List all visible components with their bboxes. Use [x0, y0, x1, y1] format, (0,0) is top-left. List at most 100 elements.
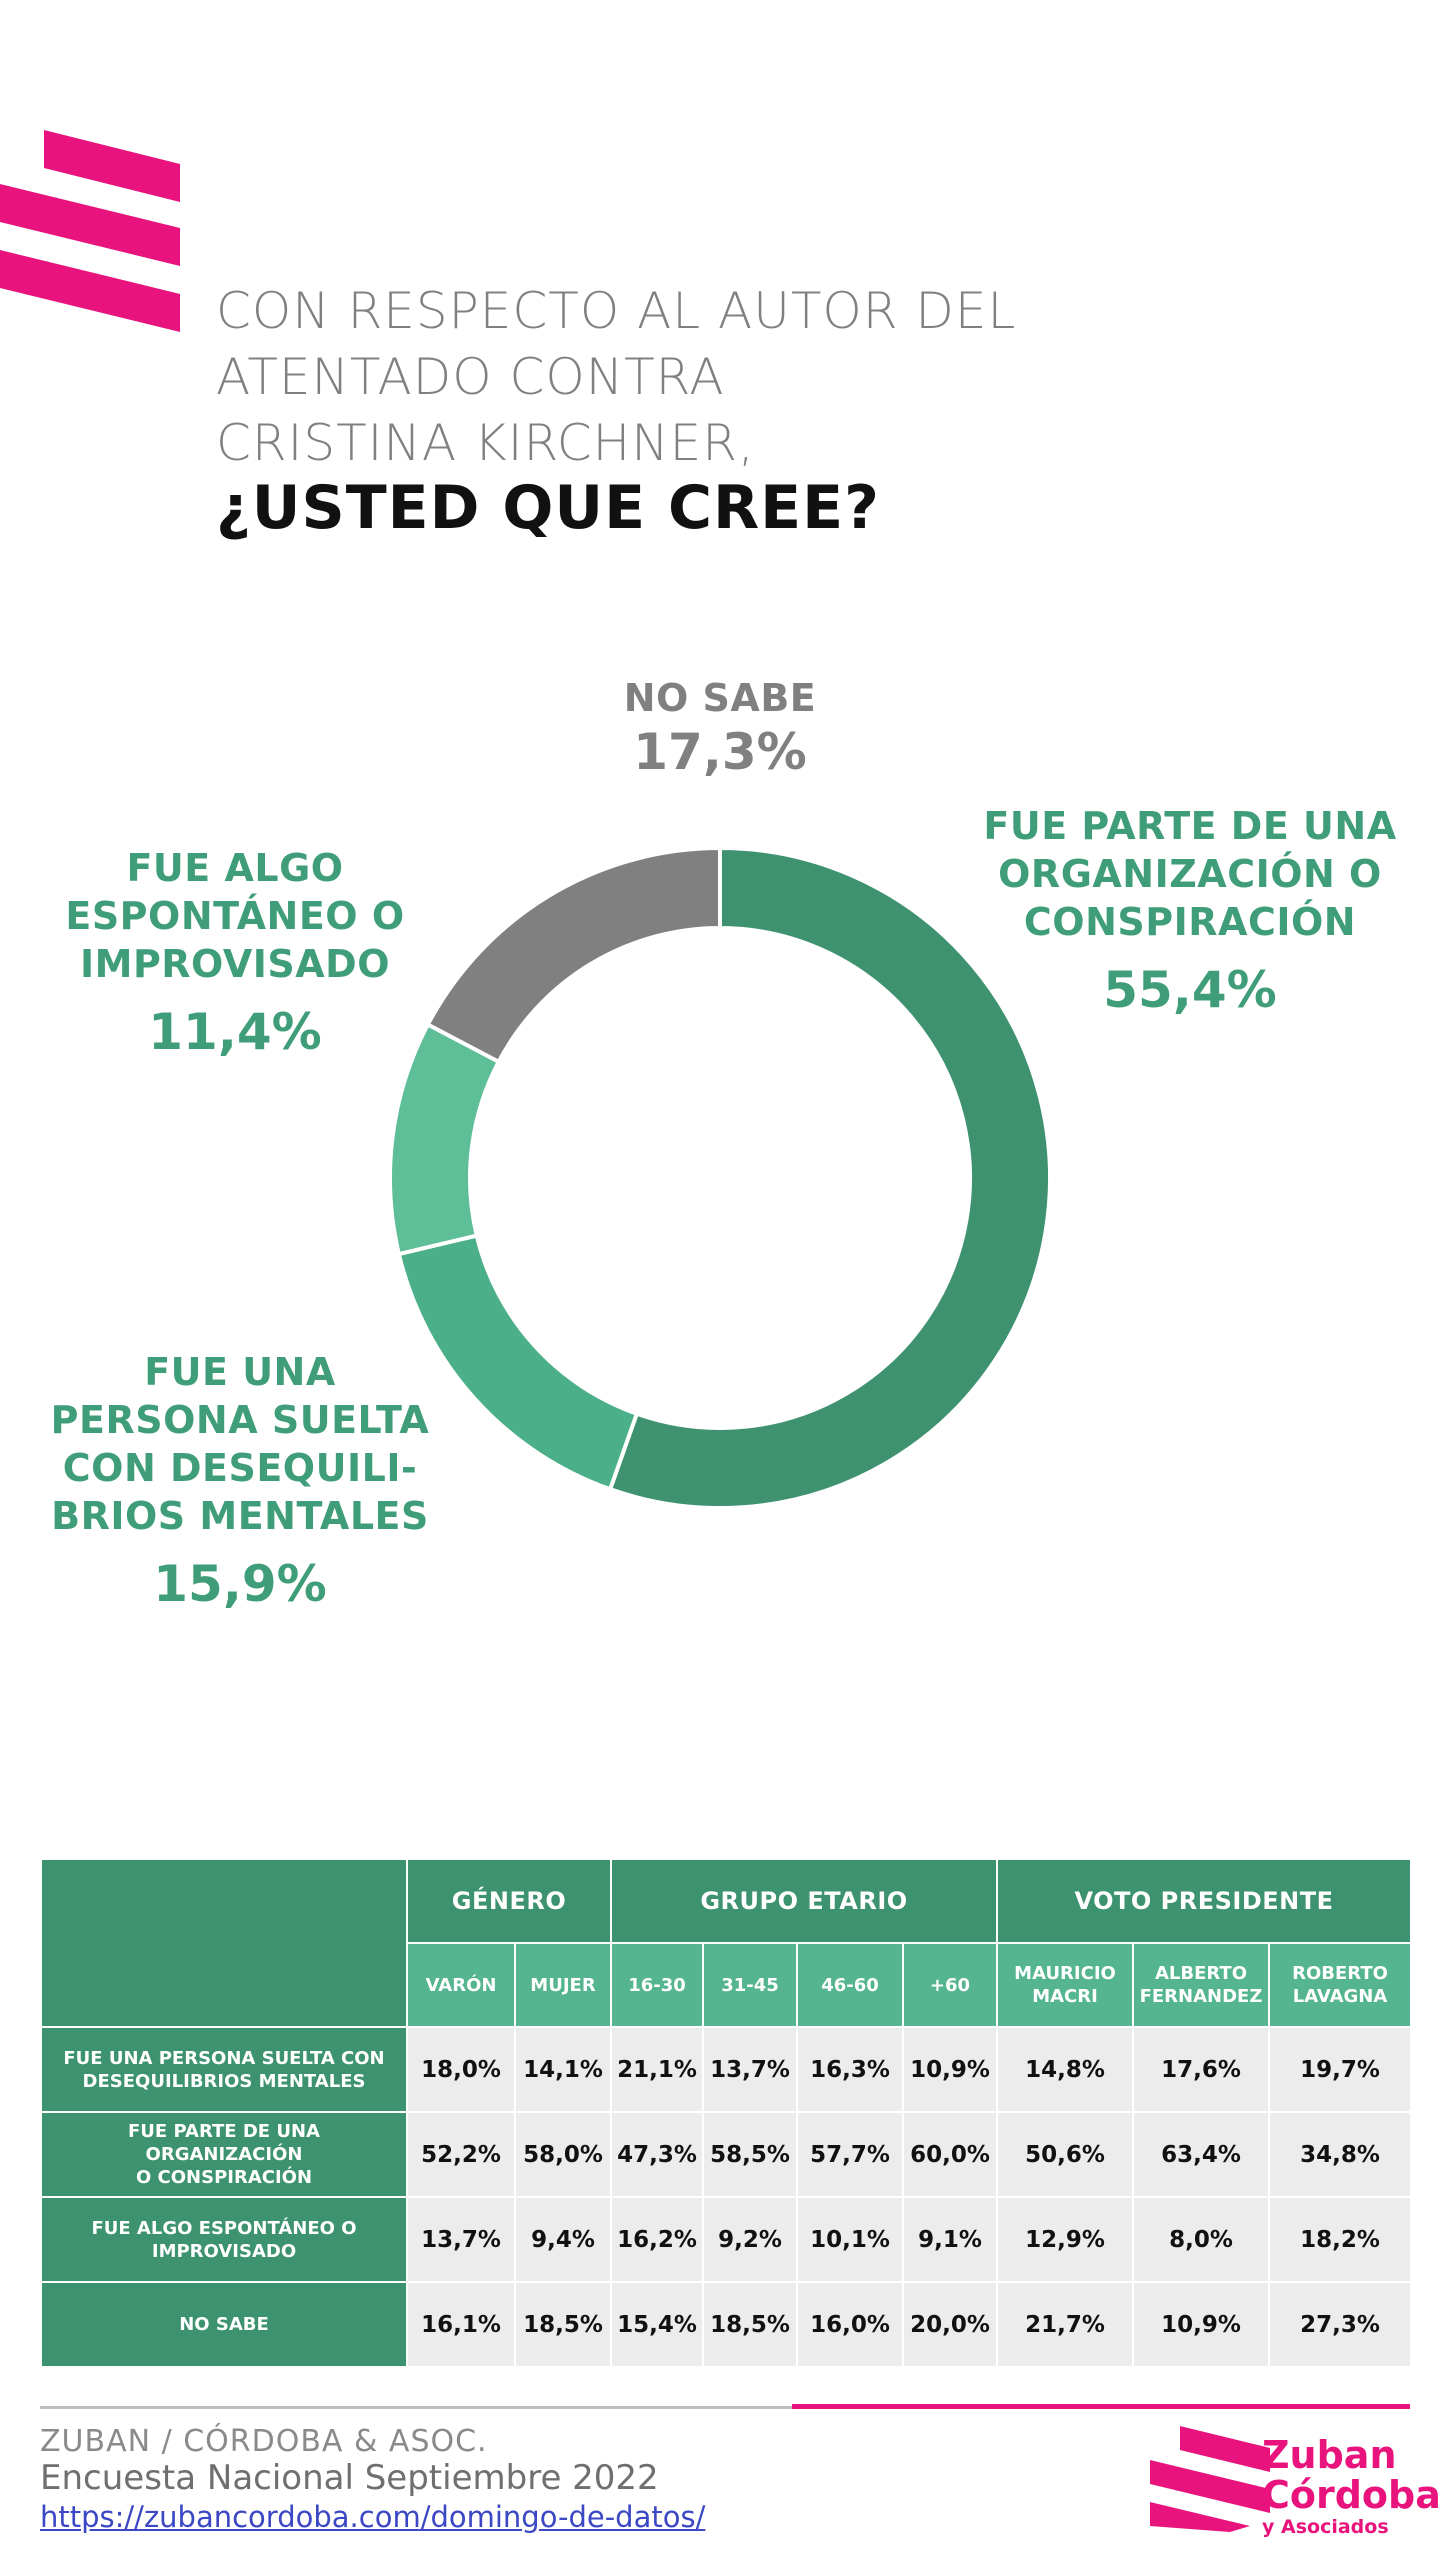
table-cell: 21,7%: [996, 2281, 1134, 2368]
table-cell: 20,0%: [902, 2281, 998, 2368]
table-group-header: GRUPO ETARIO: [610, 1858, 998, 1944]
table-row-label-line: IMPROVISADO: [151, 2240, 297, 2262]
table-cell: 58,5%: [702, 2111, 798, 2198]
table-group-header-row: GÉNERO GRUPO ETARIO VOTO PRESIDENTE: [40, 1858, 1413, 2028]
table-column-header: +60: [902, 1942, 998, 2028]
table-cell: 9,1%: [902, 2196, 998, 2283]
table-cell: 13,7%: [702, 2026, 798, 2113]
table-cell: 15,4%: [610, 2281, 704, 2368]
table-cell: 9,4%: [514, 2196, 612, 2283]
table-cell: 58,0%: [514, 2111, 612, 2198]
table-cell: 27,3%: [1267, 2281, 1413, 2368]
table-column-header: MUJER: [514, 1942, 612, 2028]
donut-slice-conspiracy: [607, 845, 1052, 1510]
table-row: FUE ALGO ESPONTÁNEO O IMPROVISADO 13,7% 9,4…: [40, 2196, 1413, 2283]
table-cell: 57,7%: [796, 2111, 904, 2198]
table-cell: 34,8%: [1267, 2111, 1413, 2198]
table-cell: 19,7%: [1267, 2026, 1413, 2113]
footer-survey: Encuesta Nacional Septiembre 2022: [40, 2458, 659, 2498]
table-cell: 12,9%: [996, 2196, 1134, 2283]
table-cell: 50,6%: [996, 2111, 1134, 2198]
slice-label-conspiracy: FUE PARTE DE UNA ORGANIZACIÓN O CONSPIRA…: [930, 802, 1440, 1020]
table-cell: 60,0%: [902, 2111, 998, 2198]
slice-label-line: IMPROVISADO: [79, 942, 391, 986]
table-row-label-line: FUE ALGO ESPONTÁNEO O: [91, 2217, 357, 2239]
footer-link[interactable]: https://zubancordoba.com/domingo-de-dato…: [40, 2500, 706, 2534]
table-cell: 10,1%: [796, 2196, 904, 2283]
table-cell: 16,0%: [796, 2281, 904, 2368]
footer-accent-divider: [792, 2404, 1410, 2409]
slice-label-pct: 17,3%: [633, 723, 807, 781]
table-cell: 14,8%: [996, 2026, 1134, 2113]
question-line-2: ATENTADO CONTRA: [216, 348, 725, 406]
table-row-label-line: NO SABE: [179, 2314, 269, 2335]
slice-label-pct: 55,4%: [1103, 961, 1277, 1019]
table-column-header-row: VARÓN MUJER 16-30 31-45 46-60 +60 MAURICIO MACR…: [41, 1942, 1413, 2028]
table-cell: 17,6%: [1132, 2026, 1270, 2113]
table-row-label-line: FUE UNA PERSONA SUELTA CON: [63, 2047, 385, 2069]
brand-stripes-logo-icon: [0, 130, 180, 340]
table-column-header-line: ROBERTO: [1292, 1963, 1388, 1984]
slice-label-line: BRIOS MENTALES: [51, 1494, 429, 1538]
table-row: NO SABE 16,1% 18,5% 15,4% 18,5% 16,0% 20,0% 21,…: [40, 2281, 1413, 2368]
slice-label-pct: 15,9%: [153, 1555, 327, 1613]
donut-slice-no-sabe: [425, 845, 722, 1065]
table-column-header-line: MUJER: [530, 1974, 596, 1996]
table-cell: 8,0%: [1132, 2196, 1270, 2283]
table-cell: 18,5%: [514, 2281, 612, 2368]
table-row-label: NO SABE: [40, 2281, 408, 2368]
table-cell: 18,0%: [406, 2026, 516, 2113]
table-cell: 16,2%: [610, 2196, 704, 2283]
slice-label-line: FUE UNA: [144, 1350, 336, 1394]
table-column-header-line: FERNANDEZ: [1139, 1986, 1263, 2007]
zuban-cordoba-stripes-logo-icon: [1150, 2426, 1270, 2532]
table-cell: 9,2%: [702, 2196, 798, 2283]
slice-label-line: ESPONTÁNEO O: [65, 894, 405, 938]
question-line-3: CRISTINA KIRCHNER,: [216, 414, 755, 472]
table-cell: 16,1%: [406, 2281, 516, 2368]
brand-name-line-3: y Asociados: [1262, 2516, 1389, 2538]
table-column-header: MAURICIO MACRI: [996, 1942, 1134, 2028]
table-column-header: 31-45: [702, 1942, 798, 2028]
table-cell: 10,9%: [1132, 2281, 1270, 2368]
table-column-header-line: MAURICIO: [1014, 1963, 1116, 1984]
table-row-label: FUE UNA PERSONA SUELTA CON DESEQUILIBRIOS…: [40, 2026, 408, 2113]
table-row-label-line: DESEQUILIBRIOS MENTALES: [82, 2070, 366, 2092]
table-cell: 13,7%: [406, 2196, 516, 2283]
slice-label-spontaneous: FUE ALGO ESPONTÁNEO O IMPROVISADO 11,4%: [20, 844, 450, 1062]
table-row: FUE PARTE DE UNA ORGANIZACIÓN O CONSPIRAC…: [40, 2111, 1413, 2198]
slice-label-lone-person: FUE UNA PERSONA SUELTA CON DESEQUILI- BR…: [20, 1348, 460, 1614]
table-column-header: 16-30: [610, 1942, 704, 2028]
table-column-header-line: VARÓN: [425, 1974, 497, 1996]
table-row-label: FUE PARTE DE UNA ORGANIZACIÓN O CONSPIRAC…: [40, 2111, 408, 2198]
table-corner-cell: [40, 1858, 408, 2028]
table-cell: 52,2%: [406, 2111, 516, 2198]
table-row-label-line: FUE PARTE DE UNA ORGANIZACIÓN: [128, 2121, 320, 2165]
table-group-header: GÉNERO: [406, 1858, 612, 1944]
question-line-1: CON RESPECTO AL AUTOR DEL: [216, 282, 1017, 340]
table-row-label: FUE ALGO ESPONTÁNEO O IMPROVISADO: [40, 2196, 408, 2283]
table-column-header: ALBERTO FERNANDEZ: [1132, 1942, 1270, 2028]
donut-chart: FUE PARTE DE UNA ORGANIZACIÓN O CONSPIRA…: [0, 640, 1440, 1740]
brand-name-line-1: Zuban: [1262, 2433, 1397, 2477]
table-column-header: ROBERTO LAVAGNA: [1267, 1942, 1413, 2028]
table-column-header: 46-60: [796, 1942, 904, 2028]
table-column-header-line: 16-30: [628, 1974, 686, 1996]
slice-label-line: FUE ALGO: [126, 846, 344, 890]
slice-label-no-sabe: NO SABE 17,3%: [560, 674, 880, 782]
donut-svg: [388, 845, 1052, 1510]
table-cell: 18,5%: [702, 2281, 798, 2368]
table-cell: 63,4%: [1132, 2111, 1270, 2198]
table-cell: 16,3%: [796, 2026, 904, 2113]
slice-label-line: FUE PARTE DE UNA: [983, 804, 1397, 848]
slice-label-line: NO SABE: [623, 676, 817, 720]
brand-name-line-2: Córdoba: [1262, 2473, 1440, 2517]
table-row: FUE UNA PERSONA SUELTA CON DESEQUILIBRIOS…: [40, 2026, 1413, 2113]
slice-label-pct: 11,4%: [148, 1003, 322, 1061]
footer-divider: [40, 2406, 1410, 2409]
table-column-header-line: +60: [929, 1974, 971, 1996]
table-cell: 47,3%: [610, 2111, 704, 2198]
slice-label-line: CON DESEQUILI-: [62, 1446, 418, 1490]
table-group-header: VOTO PRESIDENTE: [995, 1858, 1413, 1944]
table-column-header-line: LAVAGNA: [1292, 1986, 1388, 2007]
